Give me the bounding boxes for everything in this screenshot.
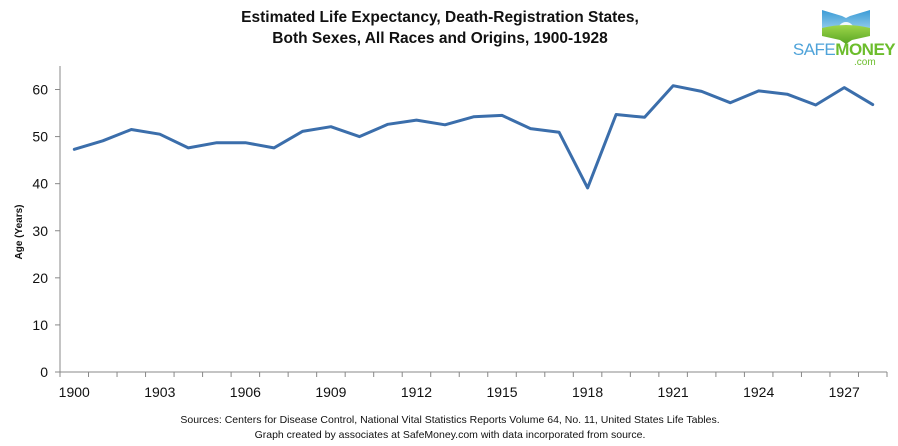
chart-title-line-1: Estimated Life Expectancy, Death-Registr… [241,9,639,26]
y-tick-label: 40 [32,176,48,192]
y-axis-label: Age (Years) [14,204,25,259]
series [72,84,875,190]
source-line-1: Sources: Centers for Disease Control, Na… [180,414,720,426]
source-line-2: Graph created by associates at SafeMoney… [254,429,646,441]
source-note: Sources: Centers for Disease Control, Na… [100,413,800,443]
y-tick-label: 60 [32,82,48,98]
chart-title-line-2: Both Sexes, All Races and Origins, 1900-… [272,30,608,47]
y-tick-label: 30 [32,223,48,239]
axes [59,66,887,373]
chart-title: Estimated Life Expectancy, Death-Registr… [180,7,700,49]
x-tick-label: 1912 [401,384,432,400]
y-tick-label: 0 [40,364,48,380]
x-tick-label: 1909 [315,384,346,400]
x-ticks: 1900 1903 1906 1909 1912 1915 1918 1921 1924 1927 [59,372,888,400]
x-tick-label: 1918 [572,384,603,400]
logo-com: .com [854,57,876,68]
y-tick-label: 10 [32,317,48,333]
logo-safe: SAFE [792,40,836,59]
logo-text: SAFEMONEY .com [790,40,898,68]
x-tick-label: 1921 [658,384,689,400]
x-tick-label: 1924 [743,384,774,400]
y-ticks: 0 10 20 30 40 50 60 [32,82,60,380]
x-tick-label: 1906 [230,384,261,400]
y-tick-label: 20 [32,270,48,286]
x-tick-label: 1927 [829,384,860,400]
y-tick-label: 50 [32,129,48,145]
safemoney-logo-icon [822,10,870,44]
x-tick-label: 1915 [486,384,517,400]
x-tick-label: 1903 [144,384,175,400]
series-line [72,84,875,190]
x-tick-label: 1900 [59,384,90,400]
logo-money: MONEY [835,40,896,59]
